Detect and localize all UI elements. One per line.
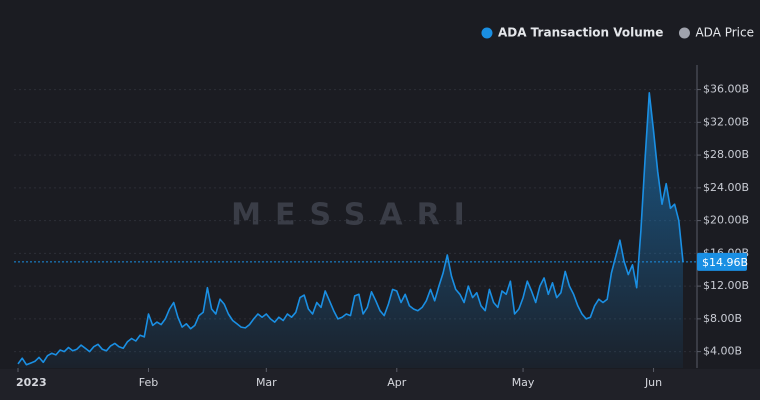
legend-swatch [481, 27, 493, 39]
y-tick-label: $36.00B [703, 83, 749, 96]
line [17, 92, 684, 366]
legend-label: ADA Price [695, 26, 754, 40]
x-axis-band [0, 369, 760, 400]
x-tick-label: Apr [387, 376, 407, 389]
y-tick-label: $28.00B [703, 148, 749, 161]
x-tick-label: Feb [139, 376, 158, 389]
y-tick-label: $32.00B [703, 115, 749, 128]
legend-swatch [678, 27, 690, 39]
legend-label: ADA Transaction Volume [498, 26, 663, 40]
x-tick-label: 2023 [16, 376, 47, 389]
x-tick-label: Jun [644, 376, 662, 389]
current-label: $14.96B [702, 256, 748, 269]
y-tick-label: $8.00B [703, 312, 742, 325]
y-tick-label: $4.00B [703, 345, 742, 358]
area [18, 92, 683, 369]
y-tick-label: $20.00B [703, 214, 749, 227]
x-tick-label: May [512, 376, 535, 389]
current-badge [697, 252, 747, 271]
y-tick-label: $24.00B [703, 181, 749, 194]
x-tick-label: Mar [256, 376, 277, 389]
y-tick-label: $12.00B [703, 279, 749, 292]
watermark: MESSARI [231, 198, 479, 233]
